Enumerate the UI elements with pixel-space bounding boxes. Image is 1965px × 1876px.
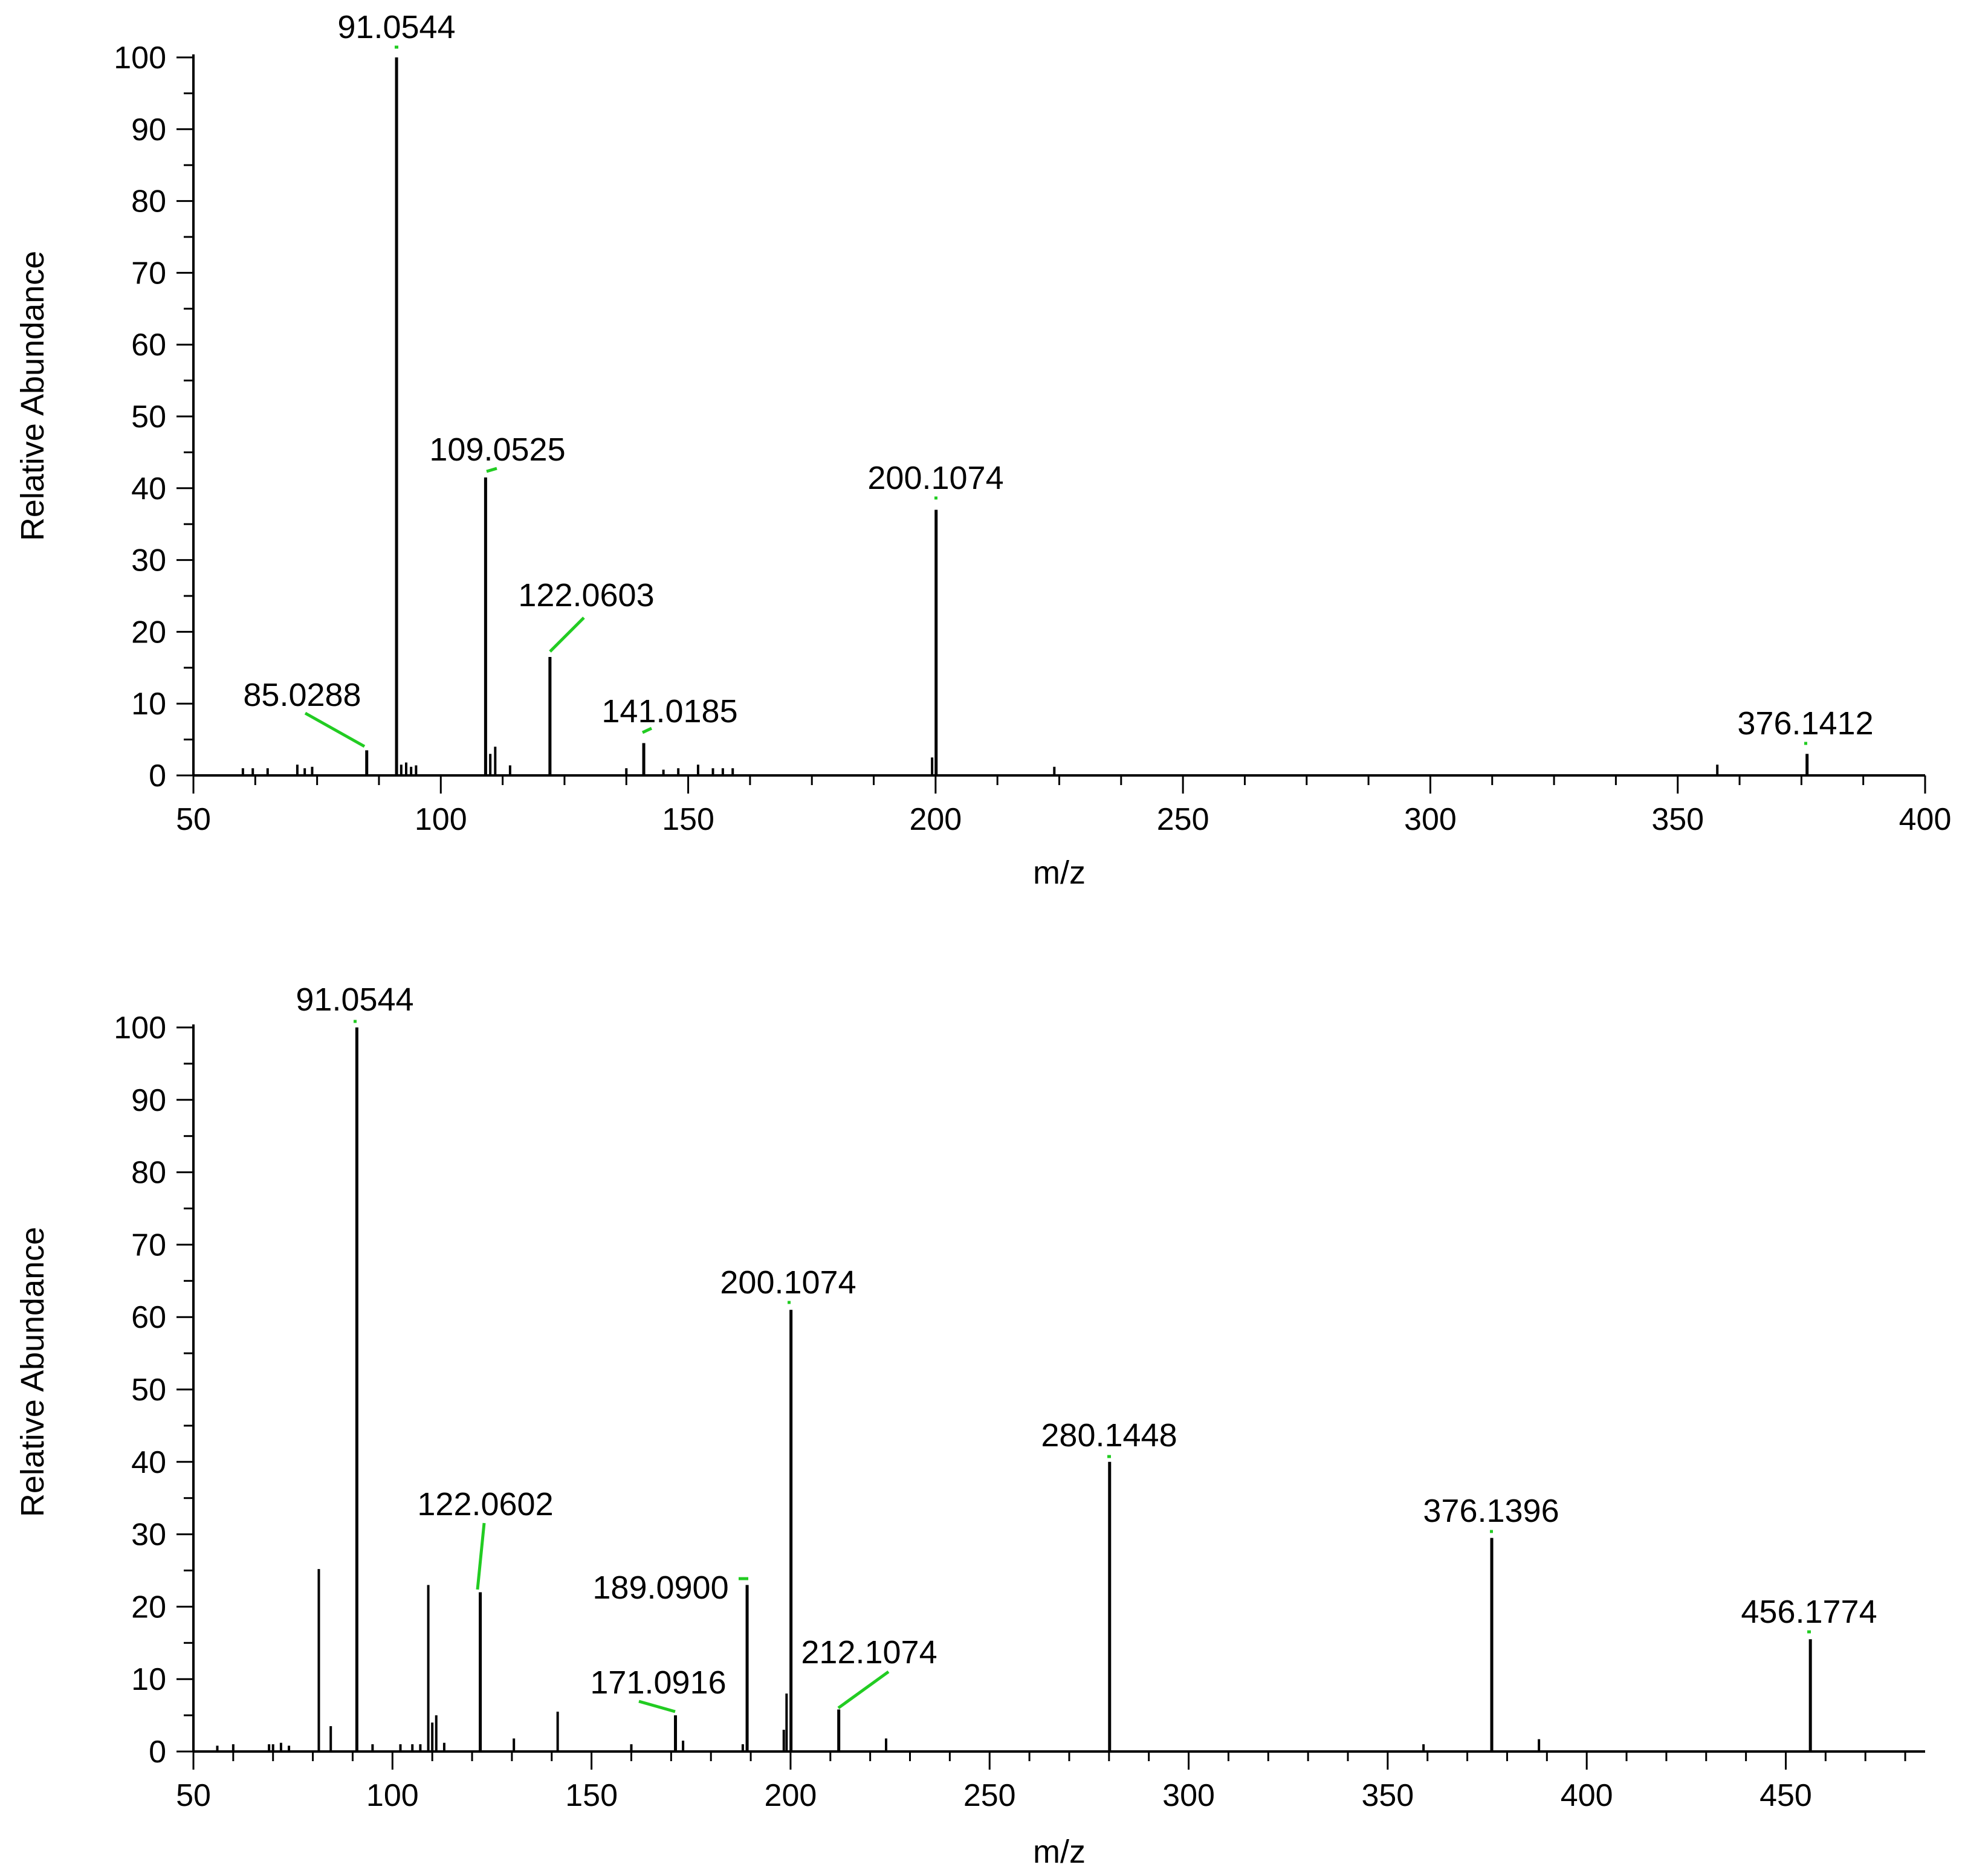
x-tick-label: 50	[176, 1778, 211, 1813]
peak-label: 280.1448	[1041, 1417, 1177, 1454]
peak-label: 200.1074	[867, 460, 1003, 496]
x-tick-label: 350	[1651, 802, 1704, 837]
x-tick-label: 100	[415, 802, 467, 837]
peak-label: 122.0602	[417, 1486, 553, 1522]
x-tick-label: 250	[1157, 802, 1209, 837]
y-tick-label: 90	[131, 112, 166, 147]
y-tick-label: 40	[131, 1445, 166, 1480]
y-tick-label: 70	[131, 1227, 166, 1263]
peak-label: 376.1396	[1423, 1493, 1559, 1529]
peak-leader-line	[304, 711, 366, 748]
x-tick-label: 400	[1899, 802, 1952, 837]
y-tick-label: 100	[114, 1011, 166, 1046]
y-tick-label: 50	[131, 399, 166, 435]
y-tick-label: 80	[131, 184, 166, 219]
peak-label: 171.0916	[590, 1664, 726, 1701]
x-tick-label: 400	[1561, 1778, 1613, 1813]
spectrum-chart-bottom: 0 10 20 30 40 50 60 70 80 90 100 50 100 150 200 250 300 3…	[15, 982, 1925, 1870]
y-tick-label: 40	[131, 471, 166, 506]
y-tick-label: 0	[149, 1735, 166, 1770]
y-tick-label: 100	[114, 40, 166, 76]
x-tick-label: 300	[1162, 1778, 1215, 1813]
peak-leader-line	[837, 1670, 890, 1710]
y-tick-label: 60	[131, 1300, 166, 1335]
y-tick-label: 60	[131, 328, 166, 363]
x-tick-label: 300	[1404, 802, 1457, 837]
x-axis-title: m/z	[1033, 855, 1086, 891]
x-tick-label: 200	[909, 802, 962, 837]
peak-leader-line	[476, 1522, 486, 1590]
y-axis-title: Relative Abundance	[15, 251, 51, 541]
y-tick-label: 90	[131, 1083, 166, 1118]
y-tick-label: 30	[131, 543, 166, 578]
x-tick-label: 150	[662, 802, 714, 837]
peak-leader-line	[549, 616, 585, 653]
peak-leader-line	[486, 467, 497, 473]
peak-leader-line	[638, 1700, 676, 1713]
peak-label: 189.0900	[592, 1570, 728, 1606]
y-axis-title: Relative Abundance	[15, 1227, 51, 1517]
x-tick-label: 350	[1361, 1778, 1414, 1813]
peak-label: 109.0525	[429, 432, 565, 468]
y-tick-label: 80	[131, 1156, 166, 1191]
peak-label: 91.0544	[337, 9, 455, 45]
y-tick-label: 10	[131, 1662, 166, 1697]
peak-label: 122.0603	[518, 577, 654, 613]
peak-label: 141.0185	[601, 693, 737, 729]
x-tick-label: 200	[765, 1778, 817, 1813]
x-tick-label: 50	[176, 802, 211, 837]
peak-label: 212.1074	[801, 1634, 937, 1671]
x-tick-label: 450	[1759, 1778, 1812, 1813]
y-tick-label: 70	[131, 256, 166, 291]
peak-leader-line	[641, 726, 653, 734]
y-tick-label: 50	[131, 1373, 166, 1408]
peak-label: 85.0288	[243, 677, 361, 713]
y-tick-label: 0	[149, 758, 166, 794]
spectrum-chart-top: 0 10 20 30 40 50 60 70 80 90 100 50 100 150 200 250 300 3…	[15, 9, 1951, 891]
x-tick-label: 250	[963, 1778, 1016, 1813]
x-axis-title: m/z	[1033, 1834, 1086, 1870]
peak-label: 456.1774	[1741, 1594, 1877, 1630]
peak-label: 376.1412	[1737, 705, 1873, 742]
x-tick-label: 100	[366, 1778, 419, 1813]
y-tick-label: 20	[131, 1590, 166, 1625]
y-tick-label: 30	[131, 1518, 166, 1553]
peak-label: 91.0544	[296, 982, 413, 1018]
peak-label: 200.1074	[720, 1264, 856, 1301]
x-tick-label: 150	[565, 1778, 618, 1813]
y-tick-label: 20	[131, 615, 166, 650]
y-tick-label: 10	[131, 687, 166, 722]
